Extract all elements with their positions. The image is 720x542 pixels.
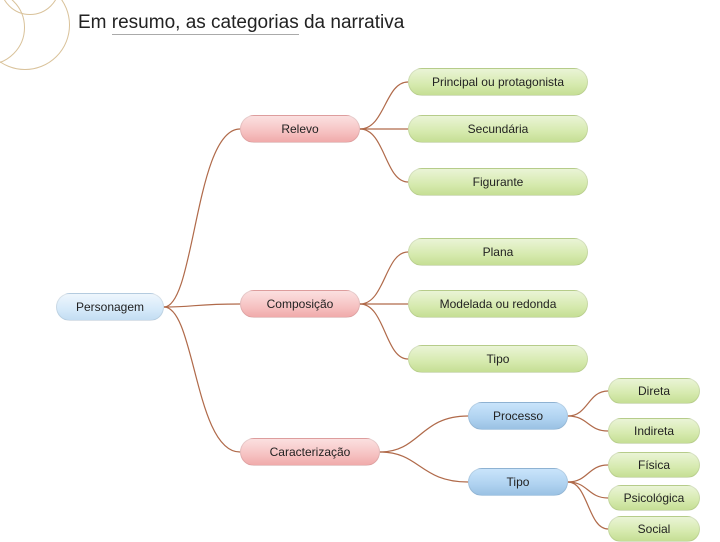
- node-fisica: Física: [608, 452, 700, 478]
- node-tipo-caracterizacao: Tipo: [468, 468, 568, 496]
- node-indireta: Indireta: [608, 418, 700, 444]
- node-composicao: Composição: [240, 290, 360, 318]
- title-underlined: resumo, as categorias: [112, 12, 299, 35]
- page-title: Em resumo, as categorias da narrativa: [78, 12, 404, 34]
- node-tipo-composicao: Tipo: [408, 345, 588, 373]
- node-principal: Principal ou protagonista: [408, 68, 588, 96]
- node-caracterizacao: Caracterização: [240, 438, 380, 466]
- node-figurante: Figurante: [408, 168, 588, 196]
- title-part-2: da narrativa: [299, 12, 405, 33]
- node-secundaria: Secundária: [408, 115, 588, 143]
- decorative-corner: [0, 0, 80, 80]
- node-relevo: Relevo: [240, 115, 360, 143]
- node-processo: Processo: [468, 402, 568, 430]
- node-social: Social: [608, 516, 700, 542]
- node-personagem: Personagem: [56, 293, 164, 321]
- node-plana: Plana: [408, 238, 588, 266]
- node-modelada: Modelada ou redonda: [408, 290, 588, 318]
- node-psicologica: Psicológica: [608, 485, 700, 511]
- title-part-1: Em: [78, 12, 112, 33]
- node-direta: Direta: [608, 378, 700, 404]
